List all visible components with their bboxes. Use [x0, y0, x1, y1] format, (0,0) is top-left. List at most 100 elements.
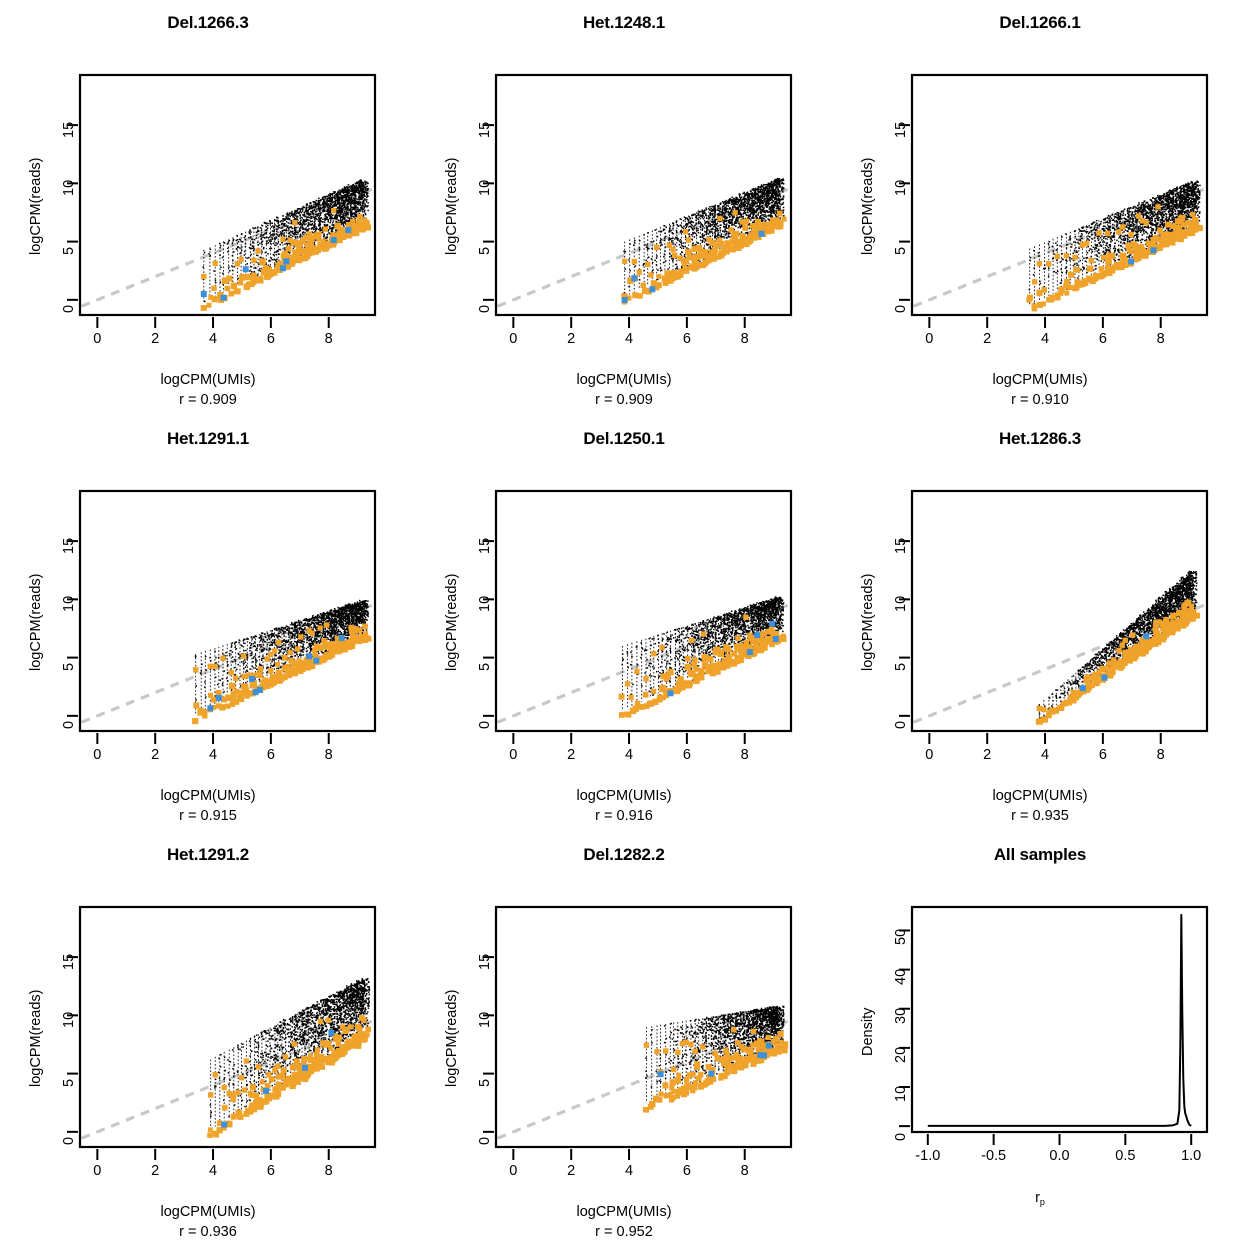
data-point [346, 205, 348, 207]
data-point [220, 266, 222, 269]
low-detection-point [686, 237, 692, 243]
x-tick-label: 6 [682, 331, 691, 347]
data-point [1130, 215, 1133, 217]
data-point [1095, 254, 1098, 256]
data-point [290, 234, 292, 237]
low-detection-gene-points [621, 210, 787, 305]
data-point [749, 210, 751, 212]
data-point [772, 196, 774, 198]
data-point [320, 212, 322, 214]
data-point [319, 228, 321, 230]
data-point [336, 214, 338, 217]
data-point [776, 200, 778, 202]
data-point [288, 218, 290, 221]
data-point [361, 197, 364, 199]
data-point [757, 188, 760, 190]
data-point [775, 209, 777, 212]
data-point [275, 236, 277, 238]
data-point [709, 231, 711, 234]
data-point [223, 241, 225, 244]
data-point [1111, 214, 1113, 216]
data-point [328, 225, 331, 228]
data-point [692, 221, 694, 224]
x-tick-label: 2 [567, 331, 576, 347]
data-point [361, 210, 364, 213]
data-point [768, 192, 771, 194]
data-point [764, 213, 766, 216]
data-point [742, 192, 744, 195]
data-point [748, 209, 750, 211]
data-point [759, 188, 761, 191]
data-point [756, 209, 758, 211]
data-point [1128, 207, 1130, 209]
data-point [347, 186, 349, 189]
data-point [1123, 223, 1126, 225]
data-point [766, 211, 768, 213]
data-point [749, 197, 752, 199]
data-point [738, 213, 740, 216]
data-point [298, 229, 301, 231]
data-point [1115, 226, 1118, 228]
data-point [283, 224, 285, 226]
data-point [696, 242, 699, 244]
low-detection-point [650, 280, 657, 287]
data-point [235, 248, 238, 250]
data-point [704, 222, 707, 224]
data-point [1108, 249, 1110, 251]
data-point [307, 213, 310, 215]
data-point [701, 209, 703, 211]
data-point [1105, 217, 1107, 219]
data-point [325, 195, 328, 198]
data-point [726, 204, 728, 207]
data-point [731, 219, 733, 221]
data-point [745, 198, 748, 201]
data-point [743, 193, 746, 195]
low-detection-point [307, 248, 314, 256]
data-point [717, 209, 719, 211]
data-point [266, 227, 269, 229]
data-point [273, 234, 276, 236]
data-point [1129, 207, 1132, 209]
data-point [363, 199, 366, 201]
data-point [1126, 234, 1128, 237]
data-point [1073, 263, 1076, 265]
data-point [291, 210, 293, 213]
data-point [1124, 229, 1127, 231]
data-point [670, 254, 673, 257]
data-point [287, 227, 290, 230]
data-point [1047, 243, 1050, 245]
data-point [709, 214, 712, 217]
data-point [326, 224, 329, 226]
low-detection-point [300, 237, 307, 244]
data-point [305, 228, 307, 230]
data-point [358, 186, 361, 188]
low-detection-point [356, 220, 362, 227]
data-point [248, 231, 250, 233]
data-point [353, 185, 356, 187]
data-point [1137, 211, 1139, 214]
data-point [708, 230, 711, 232]
data-point [265, 225, 267, 228]
data-point [721, 206, 724, 208]
data-point [761, 220, 763, 222]
data-point [761, 193, 764, 195]
data-point [349, 217, 351, 219]
data-point [294, 226, 296, 229]
data-point [1112, 226, 1114, 229]
data-point [1120, 214, 1122, 216]
data-point [348, 195, 350, 197]
data-point [716, 222, 719, 225]
data-point [327, 203, 329, 205]
data-point [777, 197, 780, 199]
data-point [639, 240, 641, 242]
data-point [232, 238, 235, 241]
low-detection-point [701, 252, 708, 259]
data-point [771, 187, 773, 189]
data-point [319, 199, 322, 201]
data-point [719, 211, 721, 213]
y-tick-label: 0 [61, 304, 77, 313]
data-point [335, 218, 337, 221]
low-detection-point [345, 222, 352, 228]
data-point [738, 205, 741, 208]
data-point [304, 210, 307, 212]
